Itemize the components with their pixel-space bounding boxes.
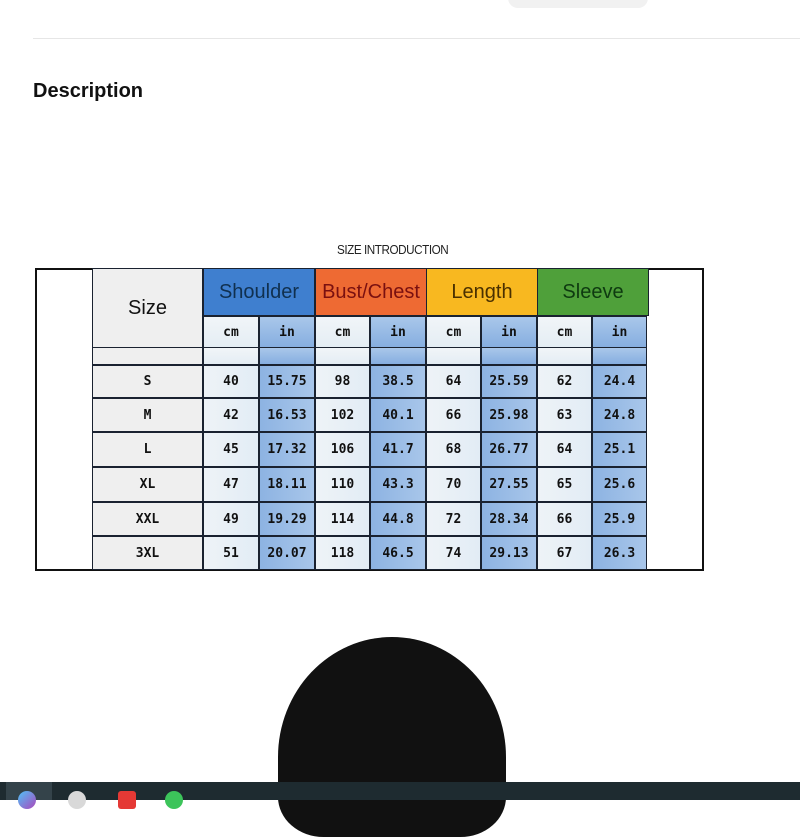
size-label: M (92, 398, 203, 432)
table-cell: 26.3 (592, 536, 647, 570)
top-pill-button[interactable] (508, 0, 648, 8)
table-cell: 66 (537, 502, 592, 536)
blank-cell (203, 347, 259, 365)
unit-header: in (259, 316, 315, 348)
table-cell: 28.34 (481, 502, 537, 536)
table-cell: 67 (537, 536, 592, 570)
table-cell: 47 (203, 467, 259, 502)
table-cell: 65 (537, 467, 592, 502)
table-cell: 118 (315, 536, 370, 570)
table-cell: 51 (203, 536, 259, 570)
table-cell: 70 (426, 467, 481, 502)
blank-cell (315, 347, 370, 365)
blank-cell (426, 347, 481, 365)
hoodie-image (278, 637, 506, 837)
unit-header: in (370, 316, 426, 348)
table-cell: 40.1 (370, 398, 426, 432)
table-cell: 66 (426, 398, 481, 432)
table-cell: 62 (537, 365, 592, 398)
browser-icon[interactable] (18, 791, 36, 809)
table-cell: 41.7 (370, 432, 426, 467)
table-cell: 74 (426, 536, 481, 570)
table-cell: 15.75 (259, 365, 315, 398)
size-label: XL (92, 467, 203, 502)
size-label: L (92, 432, 203, 467)
table-cell: 25.98 (481, 398, 537, 432)
table-cell: 64 (426, 365, 481, 398)
table-cell: 38.5 (370, 365, 426, 398)
blank-cell (92, 347, 203, 365)
table-cell: 72 (426, 502, 481, 536)
blank-cell (370, 347, 426, 365)
table-cell: 29.13 (481, 536, 537, 570)
table-cell: 106 (315, 432, 370, 467)
unit-header: cm (537, 316, 592, 348)
divider (33, 38, 800, 39)
table-cell: 114 (315, 502, 370, 536)
table-cell: 45 (203, 432, 259, 467)
table-cell: 49 (203, 502, 259, 536)
table-cell: 44.8 (370, 502, 426, 536)
table-cell: 43.3 (370, 467, 426, 502)
table-cell: 40 (203, 365, 259, 398)
blank-cell (592, 347, 647, 365)
blank-cell (259, 347, 315, 365)
table-cell: 20.07 (259, 536, 315, 570)
unit-header: in (592, 316, 647, 348)
blank-cell (481, 347, 537, 365)
column-header: Length (426, 268, 538, 316)
app-icon-1[interactable] (68, 791, 86, 809)
table-cell: 24.4 (592, 365, 647, 398)
unit-header: cm (426, 316, 481, 348)
table-cell: 25.6 (592, 467, 647, 502)
size-header: Size (92, 268, 203, 348)
table-cell: 42 (203, 398, 259, 432)
table-cell: 63 (537, 398, 592, 432)
blank-cell (537, 347, 592, 365)
table-cell: 26.77 (481, 432, 537, 467)
table-cell: 110 (315, 467, 370, 502)
column-header: Sleeve (537, 268, 649, 316)
table-cell: 19.29 (259, 502, 315, 536)
column-header: Shoulder (203, 268, 315, 316)
table-cell: 25.9 (592, 502, 647, 536)
table-cell: 18.11 (259, 467, 315, 502)
unit-header: cm (203, 316, 259, 348)
table-cell: 46.5 (370, 536, 426, 570)
taskbar (0, 782, 800, 809)
app-icon-2[interactable] (118, 791, 136, 809)
table-cell: 16.53 (259, 398, 315, 432)
table-cell: 68 (426, 432, 481, 467)
unit-header: in (481, 316, 537, 348)
size-chart-table: Size Shoulder cm in Bust/Chest cm in Length cm in… (35, 268, 704, 571)
table-cell: 17.32 (259, 432, 315, 467)
chat-icon[interactable] (165, 791, 183, 809)
table-cell: 27.55 (481, 467, 537, 502)
table-cell: 98 (315, 365, 370, 398)
size-label: 3XL (92, 536, 203, 570)
unit-header: cm (315, 316, 370, 348)
size-label: S (92, 365, 203, 398)
size-label: XXL (92, 502, 203, 536)
table-cell: 25.1 (592, 432, 647, 467)
column-header: Bust/Chest (315, 268, 427, 316)
table-cell: 102 (315, 398, 370, 432)
table-cell: 24.8 (592, 398, 647, 432)
description-heading: Description (33, 80, 144, 102)
size-chart-title: SIZE INTRODUCTION (337, 242, 449, 257)
table-cell: 64 (537, 432, 592, 467)
table-cell: 25.59 (481, 365, 537, 398)
